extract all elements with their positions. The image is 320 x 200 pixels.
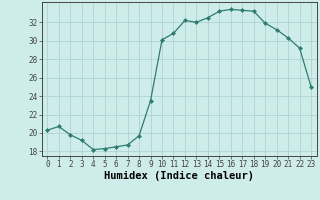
X-axis label: Humidex (Indice chaleur): Humidex (Indice chaleur) — [104, 171, 254, 181]
